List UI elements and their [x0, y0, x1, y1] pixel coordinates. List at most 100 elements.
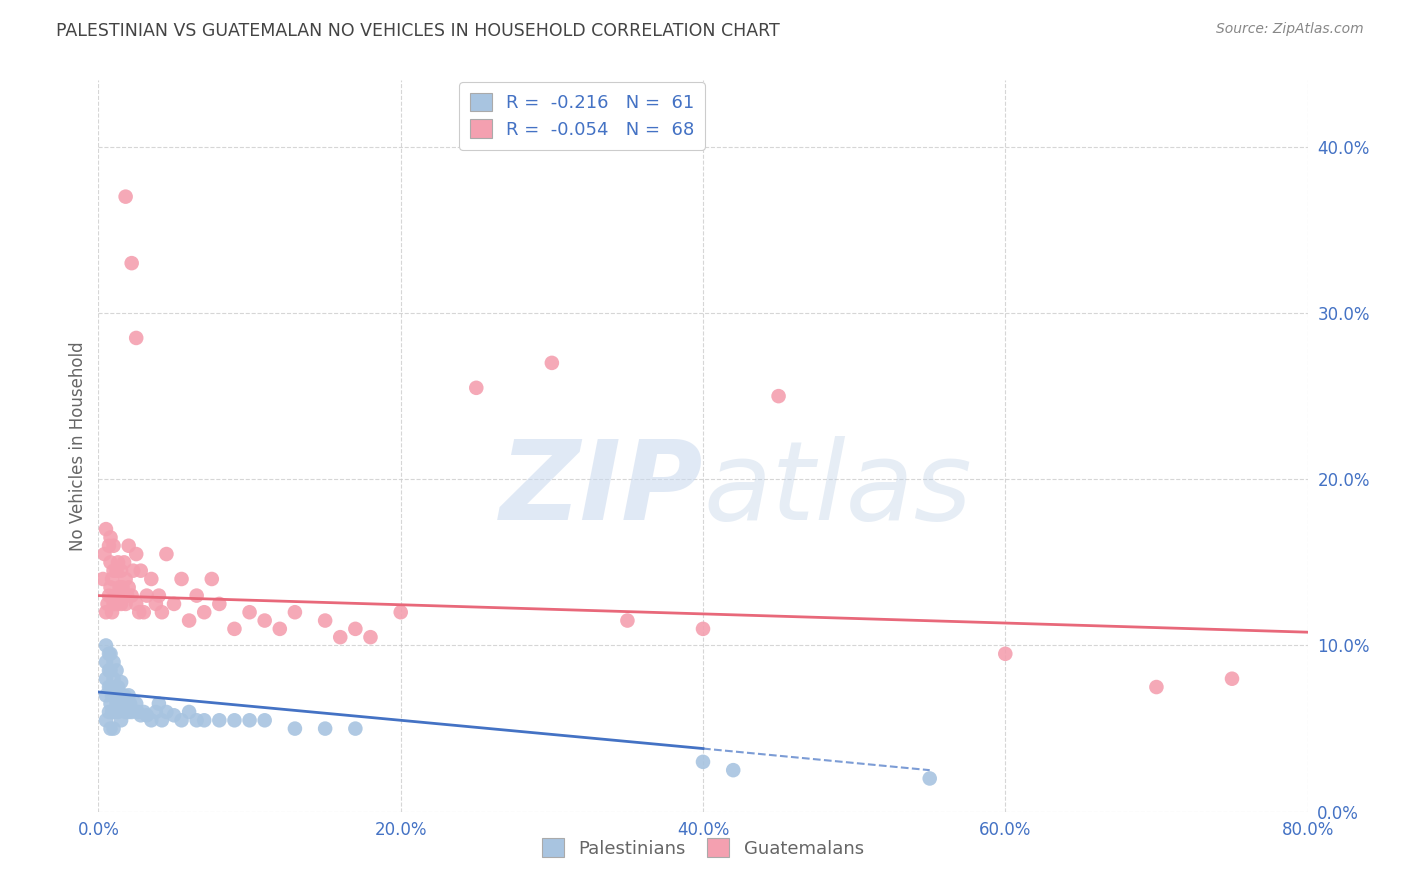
- Point: [193, 605, 215, 619]
- Point: [105, 697, 128, 711]
- Point: [107, 589, 129, 603]
- Point: [105, 664, 128, 678]
- Point: [465, 381, 488, 395]
- Point: [118, 580, 141, 594]
- Point: [100, 530, 122, 544]
- Point: [239, 605, 262, 619]
- Point: [125, 697, 148, 711]
- Point: [918, 772, 941, 786]
- Point: [101, 689, 124, 703]
- Point: [100, 580, 122, 594]
- Point: [103, 705, 125, 719]
- Point: [269, 622, 291, 636]
- Point: [314, 722, 336, 736]
- Point: [170, 714, 193, 728]
- Point: [150, 714, 173, 728]
- Point: [177, 705, 201, 719]
- Point: [100, 664, 122, 678]
- Point: [177, 614, 201, 628]
- Point: [120, 697, 142, 711]
- Point: [201, 572, 224, 586]
- Point: [224, 622, 246, 636]
- Point: [155, 547, 177, 561]
- Point: [122, 564, 145, 578]
- Point: [94, 689, 117, 703]
- Point: [103, 689, 125, 703]
- Point: [104, 589, 127, 603]
- Point: [105, 564, 128, 578]
- Point: [111, 697, 134, 711]
- Point: [284, 722, 307, 736]
- Point: [208, 597, 231, 611]
- Point: [125, 597, 148, 611]
- Point: [103, 655, 125, 669]
- Point: [94, 672, 117, 686]
- Point: [208, 714, 231, 728]
- Point: [692, 622, 714, 636]
- Point: [186, 589, 208, 603]
- Point: [98, 680, 121, 694]
- Point: [344, 622, 367, 636]
- Point: [148, 589, 170, 603]
- Point: [107, 705, 129, 719]
- Point: [253, 714, 276, 728]
- Point: [994, 647, 1017, 661]
- Point: [360, 630, 382, 644]
- Point: [94, 522, 117, 536]
- Point: [118, 689, 141, 703]
- Point: [93, 547, 115, 561]
- Point: [114, 189, 136, 203]
- Point: [98, 647, 121, 661]
- Point: [186, 714, 208, 728]
- Point: [114, 572, 136, 586]
- Point: [170, 572, 193, 586]
- Point: [115, 589, 138, 603]
- Point: [389, 605, 412, 619]
- Point: [125, 547, 148, 561]
- Point: [125, 331, 148, 345]
- Point: [101, 705, 124, 719]
- Text: PALESTINIAN VS GUATEMALAN NO VEHICLES IN HOUSEHOLD CORRELATION CHART: PALESTINIAN VS GUATEMALAN NO VEHICLES IN…: [56, 22, 780, 40]
- Point: [141, 714, 163, 728]
- Point: [112, 555, 135, 569]
- Point: [616, 614, 638, 628]
- Point: [100, 722, 122, 736]
- Point: [121, 589, 143, 603]
- Point: [107, 555, 129, 569]
- Point: [110, 714, 132, 728]
- Point: [1220, 672, 1243, 686]
- Point: [239, 714, 262, 728]
- Point: [101, 572, 124, 586]
- Point: [100, 555, 122, 569]
- Point: [540, 356, 562, 370]
- Text: ZIP: ZIP: [499, 436, 703, 543]
- Point: [132, 605, 155, 619]
- Point: [103, 564, 125, 578]
- Y-axis label: No Vehicles in Household: No Vehicles in Household: [69, 341, 87, 551]
- Point: [91, 572, 114, 586]
- Point: [114, 705, 136, 719]
- Point: [155, 705, 177, 719]
- Point: [110, 675, 132, 690]
- Legend: Palestinians, Guatemalans: Palestinians, Guatemalans: [536, 831, 870, 865]
- Point: [96, 597, 118, 611]
- Point: [145, 705, 167, 719]
- Point: [98, 664, 121, 678]
- Point: [121, 256, 143, 270]
- Point: [110, 564, 132, 578]
- Point: [163, 708, 186, 723]
- Point: [100, 680, 122, 694]
- Point: [108, 580, 131, 594]
- Point: [163, 597, 186, 611]
- Point: [105, 597, 128, 611]
- Point: [314, 614, 336, 628]
- Point: [100, 697, 122, 711]
- Point: [1144, 680, 1167, 694]
- Point: [118, 539, 141, 553]
- Point: [127, 705, 149, 719]
- Point: [344, 722, 367, 736]
- Text: atlas: atlas: [703, 436, 972, 543]
- Point: [112, 689, 135, 703]
- Point: [101, 605, 124, 619]
- Point: [100, 647, 122, 661]
